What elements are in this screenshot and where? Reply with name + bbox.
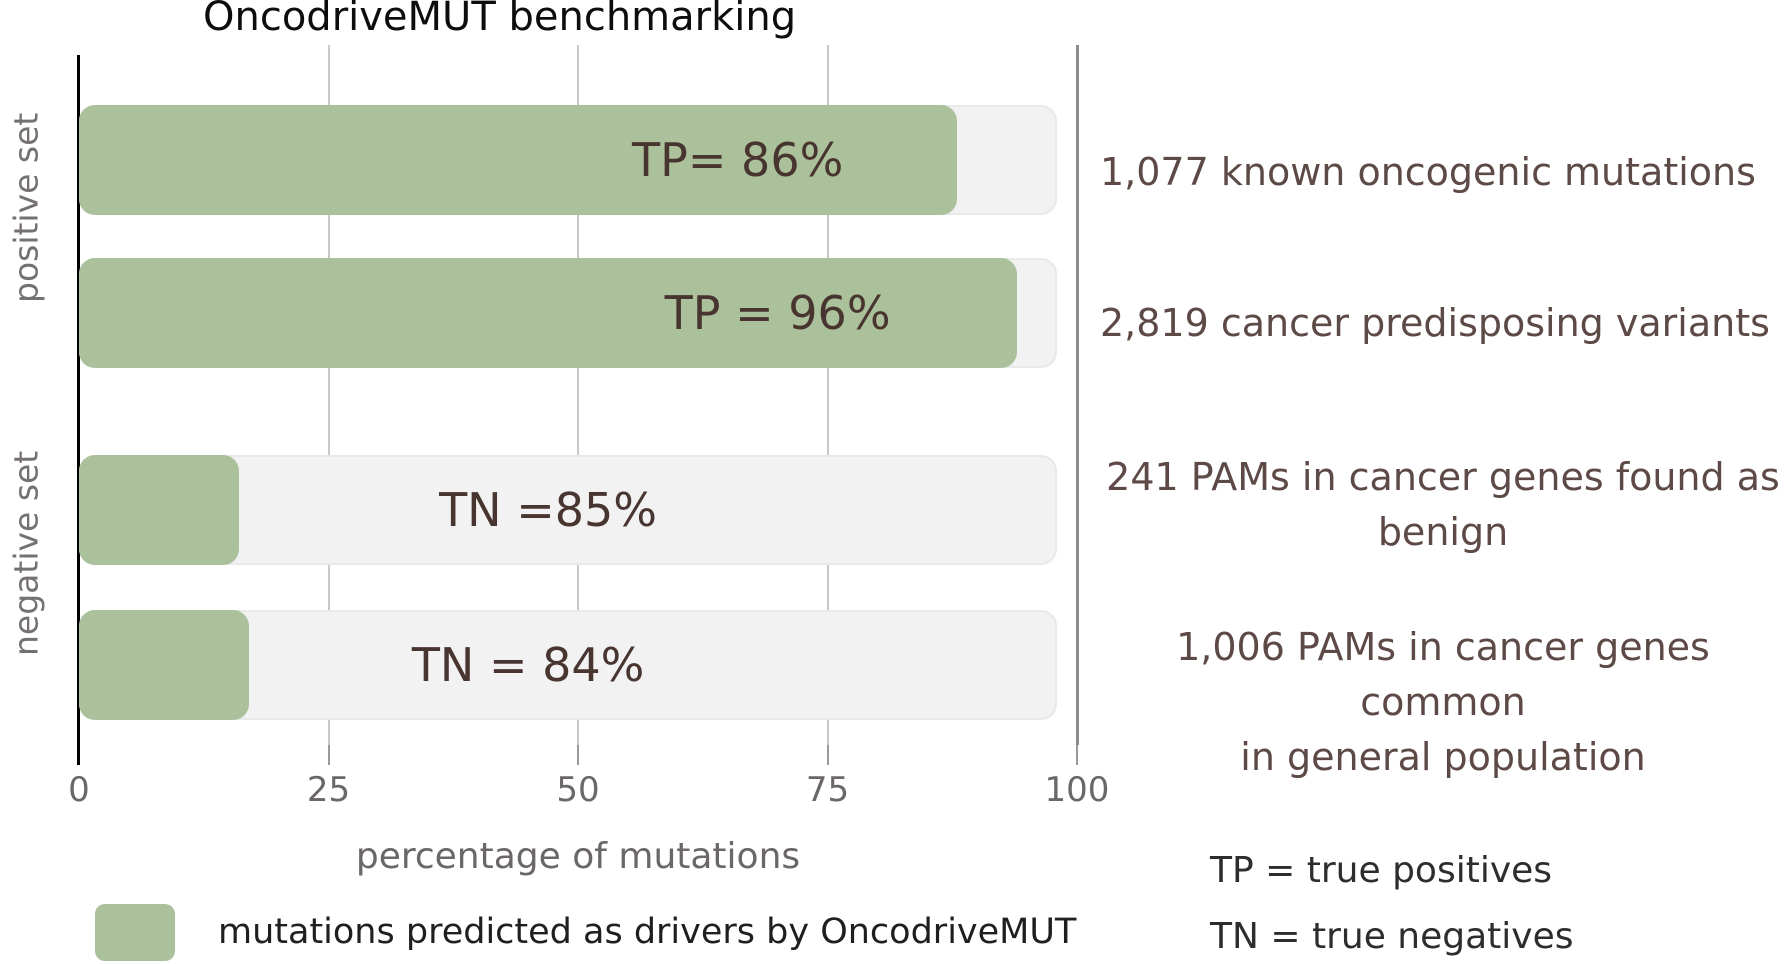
x-tick-label-100: 100 [1044, 770, 1110, 810]
bar-fill-tp-96 [79, 258, 1018, 368]
gridline-75 [826, 45, 829, 745]
bar-annotation: 1,077 known oncogenic mutations [1100, 145, 1786, 200]
x-tick-75 [826, 745, 829, 765]
gridline-25 [327, 45, 330, 745]
x-tick-label-25: 25 [306, 770, 351, 810]
bar-value-label: TN =85% [439, 483, 658, 537]
bar-track [79, 455, 1057, 565]
annotation-line: 2,819 cancer predisposing variants [1100, 301, 1770, 345]
annotation-line: 1,077 known oncogenic mutations [1100, 150, 1756, 194]
x-tick-50 [577, 745, 579, 765]
bar-annotation: 1,006 PAMs in cancer genes common in gene… [1100, 620, 1786, 785]
bar-fill-tn-84 [79, 610, 249, 720]
x-axis-label: percentage of mutations [355, 836, 801, 877]
annotation-line: 241 PAMs in cancer genes found as [1106, 455, 1780, 499]
x-tick-label-75: 75 [805, 770, 850, 810]
gridline-50 [577, 45, 579, 745]
legend-swatch-green [95, 904, 175, 961]
y-axis-spine [77, 55, 80, 765]
bar-fill-tp-86 [79, 105, 958, 215]
bar-annotation: 2,819 cancer predisposing variants [1100, 296, 1786, 351]
bar-value-label: TN = 84% [411, 638, 645, 692]
chart-title: OncodriveMUT benchmarking [203, 0, 797, 40]
group-label-positive-set: positive set [6, 112, 46, 304]
x-tick-25 [327, 745, 330, 765]
note-tp-definition: TP = true positives [1210, 850, 1553, 891]
legend-label: mutations predicted as drivers by Oncodr… [218, 912, 1077, 952]
x-tick-label-50: 50 [556, 770, 600, 810]
x-tick-label-0: 0 [68, 770, 90, 810]
plot-area: TP= 86% TP = 96% TN =85% TN = 84% [79, 45, 1079, 745]
bar-value-label: TP= 86% [632, 133, 844, 187]
bar-fill-tn-85 [79, 455, 239, 565]
bar-value-label: TP = 96% [664, 286, 891, 340]
annotation-line: in general population [1240, 735, 1646, 779]
group-label-negative-set: negative set [6, 450, 46, 656]
note-tn-definition: TN = true negatives [1210, 916, 1574, 957]
annotation-line: benign [1377, 510, 1509, 554]
bar-annotation: 241 PAMs in cancer genes found as benign [1100, 450, 1786, 560]
annotation-line: 1,006 PAMs in cancer genes common [1176, 625, 1710, 724]
x-tick-100 [1076, 745, 1078, 765]
axis-line-100 [1076, 45, 1079, 745]
